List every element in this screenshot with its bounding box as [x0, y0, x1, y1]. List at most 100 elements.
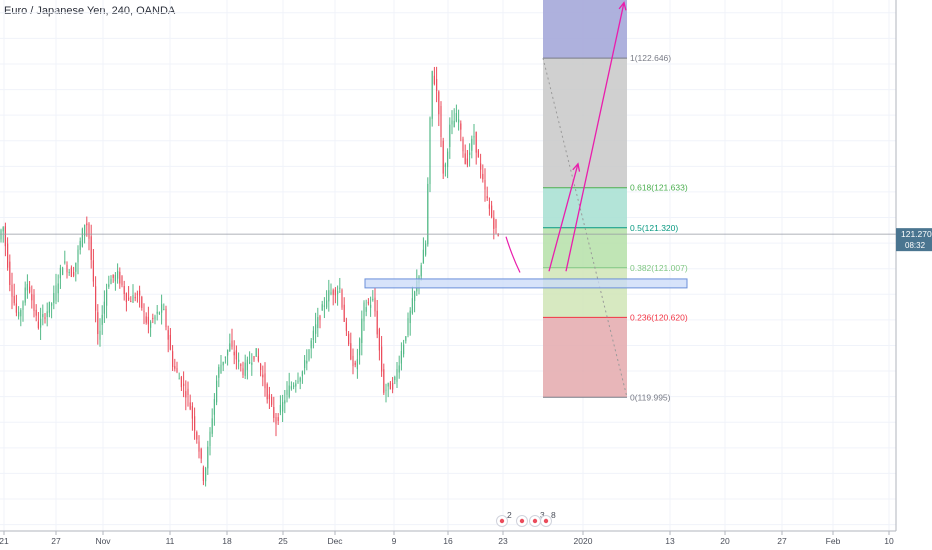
candle [0, 228, 2, 243]
candle [438, 90, 440, 127]
candle-body [189, 402, 191, 410]
event-marker-dot [543, 518, 549, 524]
candle [475, 131, 477, 165]
candle-body [172, 351, 174, 368]
price-tag-value: 121.270 [901, 229, 932, 239]
candle [279, 395, 281, 416]
candle [350, 332, 352, 361]
candle [323, 297, 325, 319]
candle-body [158, 312, 160, 314]
candle [88, 222, 90, 251]
candle-body [99, 330, 101, 340]
event-marker[interactable]: 3 [529, 510, 546, 527]
candle [253, 355, 255, 362]
candle [183, 371, 185, 398]
candle [106, 283, 108, 319]
candle-body [497, 234, 499, 236]
candle [46, 302, 48, 327]
event-marker[interactable]: 8 [540, 510, 557, 527]
candle-body [469, 152, 471, 156]
candles [0, 66, 499, 487]
candle [429, 116, 431, 193]
candle-body [154, 316, 156, 320]
candle-body [389, 382, 391, 390]
candle [374, 287, 376, 317]
candle [178, 372, 180, 380]
candle [216, 375, 218, 406]
candle-body [449, 124, 451, 147]
projection-arrow-1 [548, 162, 581, 272]
candle-body [29, 286, 31, 293]
candle [86, 216, 88, 237]
candle-body [211, 418, 213, 434]
candle [255, 348, 257, 357]
candle [486, 186, 488, 202]
candle [284, 389, 286, 414]
candle-body [176, 368, 178, 372]
candle [442, 137, 444, 180]
candle [484, 168, 486, 202]
candle-body [337, 291, 339, 295]
candle-body [466, 158, 468, 165]
candle [26, 274, 28, 299]
candle [147, 306, 149, 334]
candle-body [301, 371, 303, 377]
candle-body [477, 150, 479, 158]
candle [24, 281, 26, 306]
candle-body [167, 330, 169, 340]
candle-body [387, 383, 389, 387]
candle-body [68, 271, 70, 273]
candle-body [57, 283, 59, 294]
candle [22, 300, 24, 322]
candle [273, 396, 275, 423]
candle [9, 254, 11, 292]
candle [235, 345, 237, 370]
candle [420, 262, 422, 281]
candle-body [20, 310, 22, 317]
candle-body [262, 374, 264, 378]
candle [466, 150, 468, 168]
candle [392, 377, 394, 394]
candle-body [51, 303, 53, 306]
candle-body [359, 338, 361, 356]
event-marker[interactable]: 2 [496, 510, 513, 527]
candle-body [44, 317, 46, 319]
candle [246, 356, 248, 380]
candle [306, 349, 308, 371]
candle-body [392, 383, 394, 390]
candle [451, 110, 453, 135]
candle-body [398, 365, 400, 373]
x-tick-label: 18 [222, 536, 232, 546]
candle [308, 349, 310, 362]
candle [62, 266, 64, 276]
event-marker[interactable] [516, 515, 528, 527]
candle-body [37, 321, 39, 328]
candle-body [75, 262, 77, 272]
candle-body [90, 236, 92, 260]
candle-body [77, 249, 79, 263]
candle [119, 267, 121, 289]
x-tick-label: 9 [392, 536, 397, 546]
candle [224, 356, 226, 364]
candle-body [242, 368, 244, 375]
candle-body [9, 261, 11, 285]
candle-body [22, 301, 24, 310]
candle [431, 70, 433, 127]
candle [51, 302, 53, 319]
candle-body [141, 296, 143, 308]
candle [482, 164, 484, 183]
candle-body [24, 287, 26, 303]
candle [185, 380, 187, 411]
candle [154, 314, 156, 325]
candle-body [130, 301, 132, 303]
candle-body [295, 383, 297, 387]
candle-body [11, 284, 13, 297]
candle-body [363, 302, 365, 322]
candle-body [429, 117, 431, 185]
candle-body [319, 316, 321, 321]
fib-zone-0 [543, 317, 627, 398]
candle [130, 296, 132, 303]
candle-body [365, 307, 367, 312]
candle [462, 136, 464, 158]
